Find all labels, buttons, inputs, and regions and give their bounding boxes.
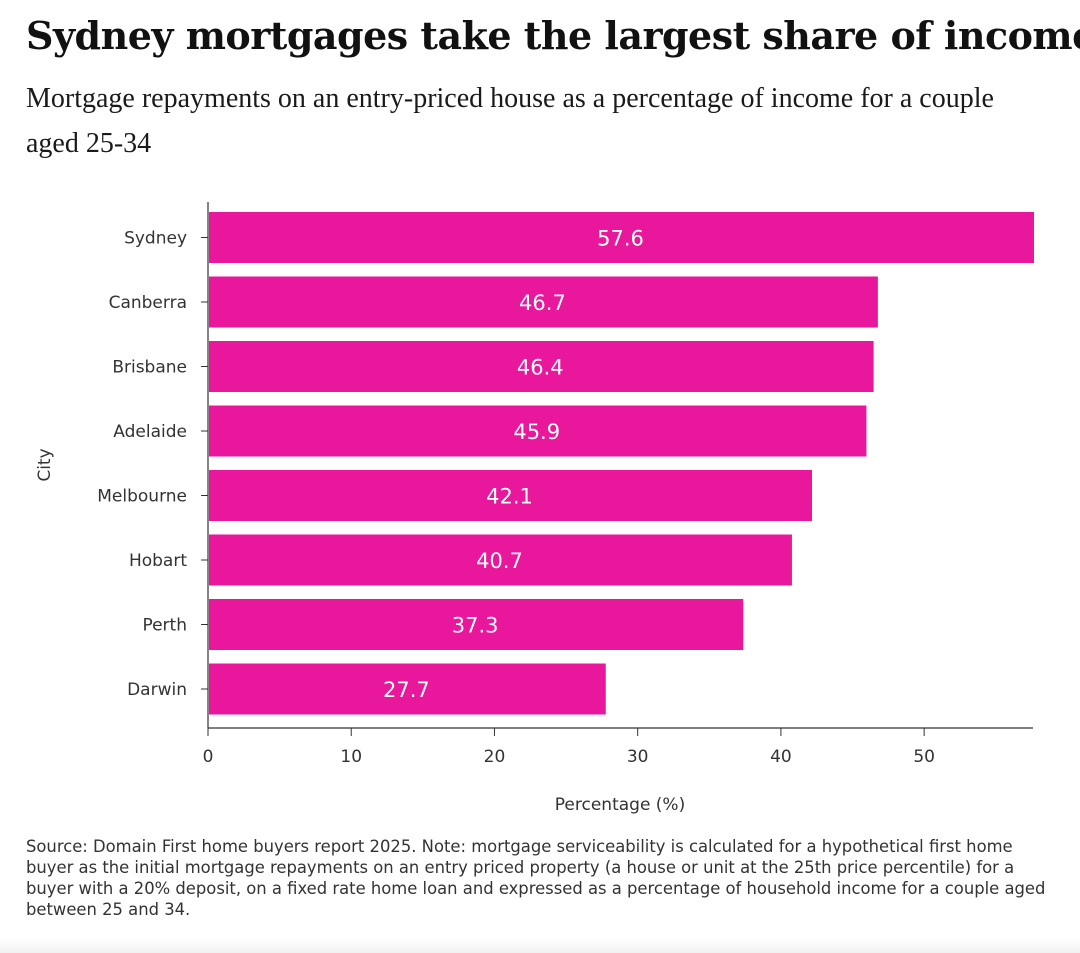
category-label-brisbane: Brisbane [112, 358, 187, 378]
x-tick-label: 30 [627, 747, 649, 767]
x-tick-label: 40 [770, 747, 792, 767]
category-label-hobart: Hobart [129, 551, 187, 571]
category-label-perth: Perth [142, 616, 187, 636]
category-label-adelaide: Adelaide [113, 422, 187, 442]
bars-layer: 57.6 46.7 46.4 45.9 42.1 40.7 37.3 27.7 [209, 212, 1034, 715]
chart-title: Sydney mortgages take the largest share … [26, 13, 1080, 58]
value-label-adelaide: 45.9 [513, 420, 560, 444]
y-axis-label: City [35, 448, 55, 481]
bar-adelaide [209, 405, 867, 457]
bar-hobart [209, 534, 792, 586]
bottom-fade [0, 939, 1080, 953]
axis-layer: Sydney Canberra Brisbane Adelaide Melbourne H… [97, 202, 1033, 767]
bar-chart: 57.6 46.7 46.4 45.9 42.1 40.7 37.3 27.7 Sydney C… [35, 202, 1034, 815]
x-tick-label: 50 [913, 747, 935, 767]
x-axis-label: Percentage (%) [555, 795, 685, 815]
x-tick-label: 10 [340, 747, 362, 767]
bar-sydney [209, 212, 1034, 263]
bar-perth [209, 599, 744, 650]
category-label-canberra: Canberra [109, 293, 187, 313]
bar-brisbane [209, 341, 874, 392]
x-tick-label: 0 [203, 747, 214, 767]
value-label-hobart: 40.7 [476, 549, 523, 573]
value-label-canberra: 46.7 [519, 291, 566, 315]
value-label-perth: 37.3 [452, 614, 499, 638]
value-label-sydney: 57.6 [597, 227, 644, 251]
category-label-darwin: Darwin [127, 680, 187, 700]
value-label-darwin: 27.7 [383, 678, 430, 702]
category-label-sydney: Sydney [124, 229, 187, 249]
value-label-melbourne: 42.1 [486, 485, 533, 509]
x-tick-label: 20 [484, 747, 506, 767]
chart-subtitle: Mortgage repayments on an entry-priced h… [26, 83, 994, 159]
bar-melbourne [209, 470, 812, 521]
bar-darwin [209, 663, 606, 715]
source-note: Source: Domain First home buyers report … [26, 837, 1046, 919]
bar-canberra [209, 276, 878, 328]
value-label-brisbane: 46.4 [517, 356, 564, 380]
category-label-melbourne: Melbourne [97, 487, 187, 507]
